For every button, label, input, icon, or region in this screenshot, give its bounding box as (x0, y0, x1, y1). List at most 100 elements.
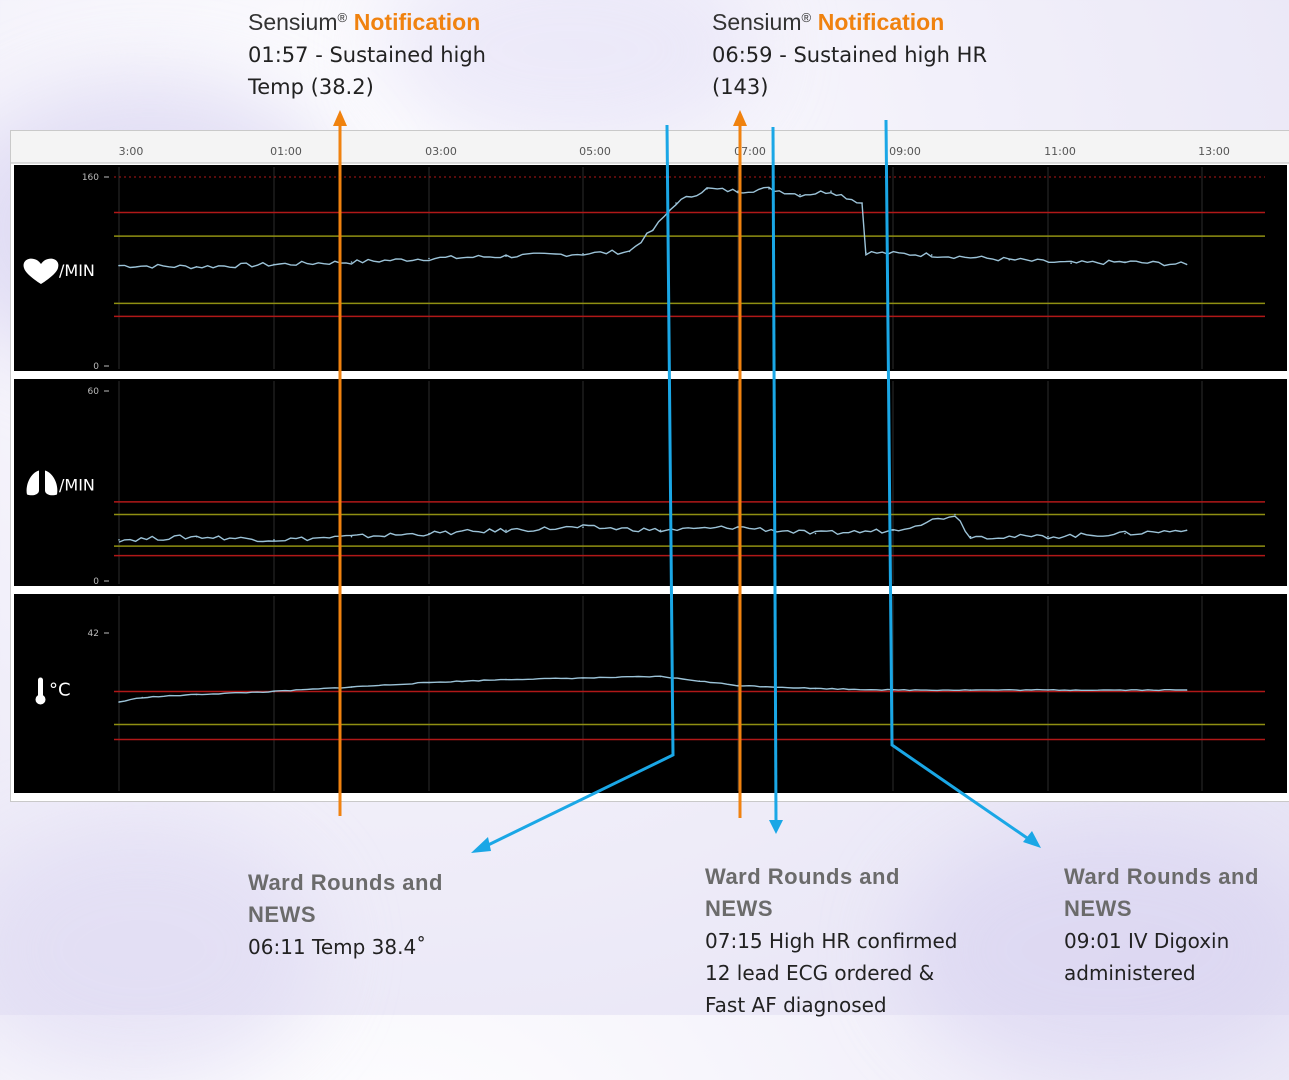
data-point (799, 193, 801, 196)
data-point (969, 689, 972, 691)
thermometer-icon (38, 677, 43, 698)
data-point (892, 529, 894, 532)
data-point (582, 252, 584, 255)
data-point (195, 265, 198, 268)
lungs-icon (26, 470, 58, 496)
data-point (118, 539, 120, 541)
heart-rate-panel: 160 0/MIN (14, 165, 1287, 372)
notification-hr: Sensium® Notification 06:59 - Sustained … (712, 2, 987, 103)
thermometer-bulb (35, 694, 46, 705)
heart-icon (23, 258, 59, 284)
data-point (118, 264, 120, 267)
data-point (273, 539, 275, 541)
ward-line: 07:15 High HR confirmed (705, 929, 958, 953)
brand-label: Sensium (712, 9, 802, 35)
notification-line: (143) (712, 75, 769, 99)
notification-label: Notification (817, 9, 945, 35)
respiratory-rate-panel: 60 0/MIN (14, 379, 1287, 587)
registered-mark: ® (337, 10, 348, 25)
data-point (350, 535, 353, 538)
data-point (814, 687, 817, 690)
data-point (954, 513, 956, 516)
y-tick-label: 60 (88, 387, 100, 397)
orange-arrowhead-hr (733, 110, 747, 126)
y-tick-label: 0 (93, 577, 99, 587)
data-point (814, 532, 817, 535)
heart-rate-panel-bg (14, 165, 1287, 371)
data-point (428, 681, 430, 684)
orange-arrowhead-temp (333, 110, 347, 126)
data-point (930, 254, 933, 256)
ward-line: 09:01 IV Digoxin (1064, 929, 1230, 953)
blue-arrowhead-ward-1 (471, 837, 491, 853)
data-point (428, 257, 430, 260)
x-tick-label: 01:00 (270, 145, 302, 158)
ward-line: 06:11 Temp 38.4˚ (248, 935, 427, 959)
data-point (865, 251, 867, 254)
data-point (675, 202, 677, 204)
notification-heading: Sensium® Notification (248, 2, 486, 39)
blue-arrowhead-ward-2 (769, 820, 783, 834)
data-point (737, 684, 739, 687)
data-point (1185, 689, 1188, 691)
data-point (1124, 532, 1126, 535)
data-point (118, 701, 120, 703)
notification-heading: Sensium® Notification (712, 2, 987, 39)
data-point (505, 678, 507, 681)
data-point (273, 690, 275, 693)
y-tick-label: 160 (82, 173, 99, 183)
x-tick-label: 13:00 (1198, 145, 1230, 158)
temperature-panel-bg (14, 594, 1287, 793)
data-point (659, 675, 662, 678)
ward-line: Fast AF diagnosed (705, 993, 887, 1017)
panels: 160 0/MIN 60 0/MIN 42 °C (14, 165, 1287, 793)
vitals-chart: 3:00 01:00 03:00 05:00 07:00 09:00 11:00 13:00 … (11, 131, 1289, 793)
data-point (505, 255, 507, 257)
brand-label: Sensium (248, 9, 338, 35)
notification-line: 01:57 - Sustained high (248, 43, 486, 67)
notification-line: Temp (38.2) (248, 75, 374, 99)
data-point (737, 526, 739, 528)
data-point (1185, 529, 1188, 532)
data-point (892, 689, 894, 691)
x-tick-label: 03:00 (425, 145, 457, 158)
data-point (195, 693, 198, 696)
data-point (350, 686, 353, 688)
data-point (1008, 258, 1011, 261)
ward-title: NEWS (705, 896, 773, 921)
data-point (969, 535, 972, 538)
y-tick-label: 0 (93, 362, 99, 372)
x-tick-label: 05:00 (579, 145, 611, 158)
temperature-panel: 42 °C (14, 594, 1287, 793)
ward-title: NEWS (248, 902, 316, 927)
data-point (659, 529, 662, 532)
ward-line: 12 lead ECG ordered & (705, 961, 935, 985)
ward-title: NEWS (1064, 896, 1132, 921)
x-tick-label: 3:00 (119, 145, 144, 158)
notification-label: Notification (353, 9, 481, 35)
time-axis-strip (11, 131, 1289, 163)
x-tick-label: 07:00 (734, 145, 766, 158)
notification-line: 06:59 - Sustained high HR (712, 43, 988, 67)
temperature-unit-label: °C (49, 680, 71, 701)
data-point (651, 229, 654, 231)
data-point (582, 526, 584, 528)
ward-round-3: Ward Rounds and NEWS 09:01 IV Digoxin ad… (1064, 861, 1259, 989)
x-tick-label: 11:00 (1044, 145, 1076, 158)
data-point (195, 535, 198, 538)
y-tick-label: 42 (88, 629, 99, 639)
data-point (1047, 689, 1049, 691)
notification-temp: Sensium® Notification 01:57 - Sustained … (248, 2, 486, 103)
vitals-chart-frame: 3:00 01:00 03:00 05:00 07:00 09:00 11:00 13:00 … (10, 130, 1289, 802)
registered-mark: ® (801, 10, 812, 25)
x-tick-label: 09:00 (889, 145, 921, 158)
data-point (737, 190, 739, 192)
data-point (582, 677, 584, 679)
data-point (768, 188, 770, 190)
data-point (1047, 535, 1049, 538)
ward-title: Ward Rounds and (705, 864, 900, 889)
data-point (861, 202, 863, 204)
ward-round-1: Ward Rounds and NEWS 06:11 Temp 38.4˚ (248, 867, 443, 963)
data-point (628, 250, 631, 253)
heart-rate-unit-label: /MIN (59, 261, 95, 280)
